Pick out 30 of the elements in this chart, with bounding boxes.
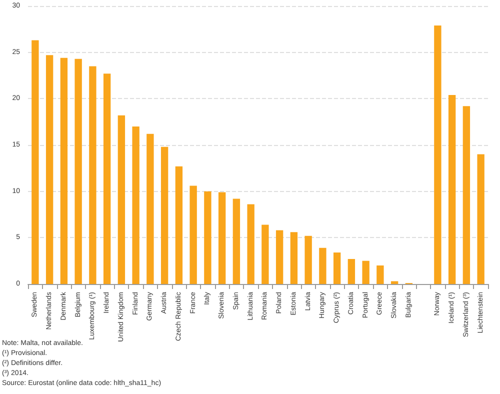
- bar: [232, 198, 240, 284]
- bar: [304, 236, 312, 284]
- bar: [46, 55, 54, 284]
- bar: [362, 260, 370, 284]
- bar: [74, 58, 82, 284]
- bar: [160, 146, 168, 284]
- bar: [175, 166, 183, 284]
- bar: [60, 58, 68, 284]
- bar: [477, 154, 484, 284]
- bar: [32, 40, 39, 284]
- bar: [190, 186, 197, 284]
- bar: [204, 191, 212, 284]
- bar: [448, 94, 456, 284]
- bar: [103, 74, 111, 284]
- bar: [333, 252, 341, 284]
- bar: [146, 134, 154, 284]
- bar: [462, 106, 470, 284]
- bar: [276, 230, 284, 284]
- bar: [376, 265, 384, 284]
- bar: [247, 204, 254, 284]
- bar: [290, 232, 298, 284]
- bar: [262, 224, 269, 284]
- bar: [348, 258, 356, 284]
- bar: [319, 248, 326, 284]
- bar: [89, 66, 96, 284]
- bar: [218, 192, 226, 284]
- bar: [118, 115, 126, 284]
- bar: [132, 126, 140, 284]
- bar: [434, 25, 442, 284]
- bar: [390, 281, 398, 284]
